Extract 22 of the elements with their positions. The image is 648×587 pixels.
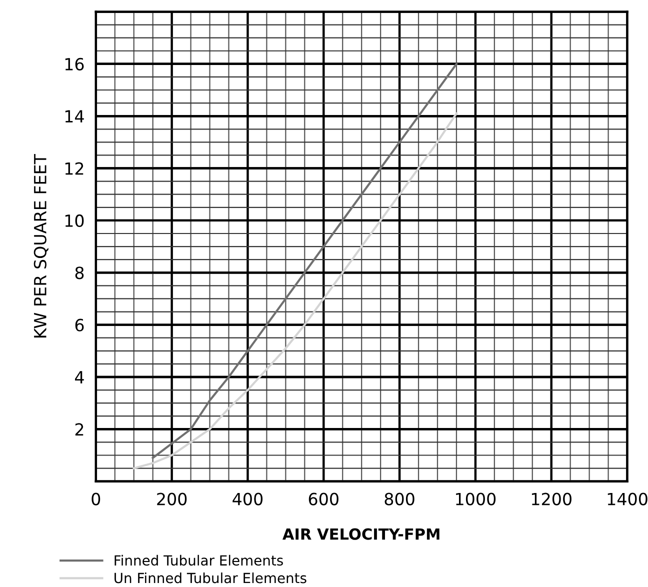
legend-label: Un Finned Tubular Elements <box>114 572 306 584</box>
x-tick-label: 200 <box>157 492 187 506</box>
y-tick-label: 6 <box>75 318 84 332</box>
x-tick-label: 0 <box>92 492 100 506</box>
x-tick-label: 1400 <box>608 492 648 506</box>
y-tick-label: 4 <box>75 371 84 384</box>
x-axis-title: AIR VELOCITY-FPM <box>282 528 440 540</box>
y-tick-label: 2 <box>75 423 84 436</box>
y-axis-title: KW PER SQUARE FEET <box>34 154 48 338</box>
x-tick-label: 400 <box>232 492 263 506</box>
legend-label: Finned Tubular Elements <box>114 554 283 566</box>
y-tick-label: 8 <box>75 266 84 280</box>
y-tick-label: 16 <box>65 58 84 70</box>
y-tick-label: 12 <box>65 162 84 175</box>
y-tick-label: 10 <box>65 214 84 228</box>
x-tick-label: 600 <box>308 492 338 506</box>
y-tick-label: 14 <box>65 110 84 122</box>
x-tick-label: 800 <box>384 492 414 506</box>
line-series <box>132 112 458 470</box>
x-tick-label: 1000 <box>456 492 496 506</box>
x-tick-label: 1200 <box>532 492 572 506</box>
line-series <box>152 62 458 459</box>
